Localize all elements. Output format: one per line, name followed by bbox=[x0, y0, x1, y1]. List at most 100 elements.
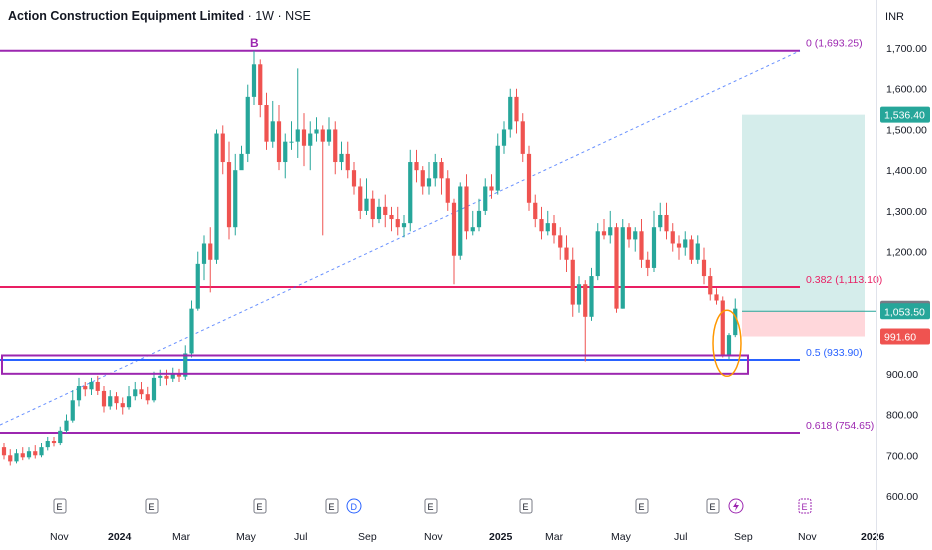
candle bbox=[120, 397, 125, 415]
candle-body bbox=[664, 214, 669, 232]
x-tick-label: May bbox=[611, 531, 632, 543]
candle bbox=[295, 68, 300, 158]
candle-body bbox=[464, 186, 469, 232]
candle bbox=[676, 235, 682, 260]
candle bbox=[414, 149, 419, 183]
y-tick-label: 800.00 bbox=[886, 410, 918, 422]
candle-body bbox=[251, 64, 257, 97]
future-earnings-icon[interactable] bbox=[798, 498, 812, 514]
candle bbox=[420, 166, 425, 195]
candle-body bbox=[226, 162, 232, 228]
earnings-event-icon[interactable]: E bbox=[325, 498, 339, 514]
candle bbox=[701, 247, 707, 285]
candle-body bbox=[64, 420, 69, 431]
candle-body bbox=[8, 455, 13, 462]
candle bbox=[301, 113, 307, 167]
candle bbox=[245, 84, 250, 163]
fib-trend-line[interactable] bbox=[0, 50, 801, 426]
candle bbox=[339, 141, 344, 171]
candle bbox=[145, 386, 150, 405]
candle-body bbox=[289, 141, 294, 143]
candle bbox=[683, 231, 688, 256]
candle-body bbox=[470, 227, 475, 232]
earnings-event-icon[interactable]: E bbox=[519, 498, 533, 514]
candle bbox=[170, 367, 175, 382]
candle-body bbox=[483, 186, 488, 211]
candle-body bbox=[383, 206, 388, 215]
support-zone-box[interactable] bbox=[1, 354, 749, 375]
candle bbox=[539, 206, 544, 240]
x-tick-label: Nov bbox=[50, 531, 69, 543]
earnings-event-icon[interactable]: E bbox=[424, 498, 438, 514]
candle bbox=[639, 219, 644, 268]
candle bbox=[189, 300, 194, 358]
candle bbox=[626, 223, 632, 248]
candle bbox=[564, 235, 569, 272]
earnings-event-icon[interactable]: E bbox=[53, 498, 67, 514]
interval[interactable]: 1W bbox=[255, 9, 274, 23]
candle bbox=[576, 276, 582, 313]
candle bbox=[689, 235, 694, 264]
earnings-event-icon[interactable]: E bbox=[145, 498, 159, 514]
currency-label[interactable]: INR bbox=[885, 11, 904, 23]
candle bbox=[433, 153, 438, 187]
candle-body bbox=[108, 396, 113, 407]
candle-body bbox=[345, 153, 350, 171]
candle-body bbox=[689, 239, 694, 260]
x-tick-label: Nov bbox=[798, 531, 817, 543]
candle bbox=[508, 88, 513, 138]
y-tick-label: 600.00 bbox=[886, 491, 918, 503]
target-zone[interactable] bbox=[742, 114, 865, 312]
stop-zone[interactable] bbox=[742, 311, 865, 337]
candle bbox=[401, 214, 407, 238]
event-badge bbox=[635, 498, 649, 514]
candle bbox=[139, 381, 144, 400]
candle bbox=[95, 375, 100, 395]
candle-body bbox=[458, 186, 463, 256]
candle-body bbox=[651, 227, 657, 268]
candle bbox=[201, 235, 207, 281]
candle bbox=[476, 198, 482, 232]
candle bbox=[620, 219, 625, 309]
candle-body bbox=[408, 162, 413, 224]
event-badge bbox=[253, 498, 267, 514]
candle bbox=[108, 390, 113, 410]
candle-body bbox=[489, 186, 494, 191]
y-tick-label: 900.00 bbox=[886, 369, 918, 381]
x-tick-label: 2025 bbox=[489, 531, 513, 543]
candle-body bbox=[614, 227, 619, 309]
candle bbox=[158, 369, 163, 387]
earnings-event-icon[interactable]: E bbox=[706, 498, 720, 514]
candle bbox=[376, 198, 382, 224]
candle bbox=[33, 445, 38, 459]
candle-body bbox=[83, 386, 88, 390]
price-tag-label: 1,053.50 bbox=[884, 306, 925, 318]
event-letter: E bbox=[149, 502, 155, 512]
candle bbox=[76, 377, 82, 407]
dividend-event-icon[interactable]: D bbox=[346, 498, 362, 514]
candle bbox=[208, 227, 213, 293]
x-tick-label: 2024 bbox=[108, 531, 132, 543]
candle-body bbox=[1, 447, 7, 456]
candle bbox=[495, 133, 500, 195]
price-tag-bg bbox=[880, 328, 930, 345]
price-tag-bg bbox=[880, 303, 930, 320]
future-event-letter: E bbox=[802, 502, 808, 512]
candle-body bbox=[126, 396, 132, 408]
candle bbox=[514, 88, 519, 134]
candle-body bbox=[51, 441, 57, 444]
candle bbox=[464, 174, 469, 240]
candle-body bbox=[495, 145, 500, 191]
candle-body bbox=[314, 129, 319, 134]
candle bbox=[264, 92, 269, 150]
lightning-icon bbox=[733, 501, 739, 511]
candle bbox=[458, 182, 463, 260]
earnings-event-icon[interactable]: E bbox=[635, 498, 649, 514]
earnings-event-icon[interactable]: E bbox=[253, 498, 267, 514]
highlight-ellipse[interactable] bbox=[712, 309, 742, 378]
candle bbox=[545, 210, 550, 236]
candle-body bbox=[208, 243, 213, 260]
candle-body bbox=[658, 214, 663, 228]
candle-body bbox=[676, 243, 682, 248]
